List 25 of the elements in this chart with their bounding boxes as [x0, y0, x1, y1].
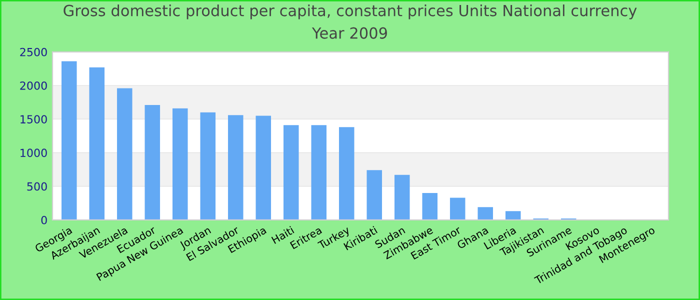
chart-subtitle: Year 2009 [312, 27, 387, 39]
y-tick-label: 2500 [20, 48, 47, 56]
bar [256, 116, 272, 220]
y-tick-label: 1000 [20, 148, 47, 158]
chart-title: Gross domestic product per capita, constant prices Units National currency [64, 4, 637, 20]
bar [62, 61, 77, 220]
bar [338, 127, 354, 220]
bar [228, 115, 244, 220]
bar [422, 193, 438, 220]
bar [117, 88, 132, 220]
y-tick-label: 0 [41, 216, 47, 224]
bar [89, 67, 105, 220]
bar [311, 125, 327, 220]
y-tick-label: 1500 [20, 115, 47, 124]
bar [394, 174, 410, 220]
y-tick-label: 2000 [20, 81, 47, 90]
bar [505, 211, 521, 220]
bar [172, 108, 188, 220]
bar [366, 170, 382, 220]
bar [478, 207, 493, 220]
y-tick-label: 500 [27, 182, 47, 191]
bar [450, 198, 466, 220]
bar [200, 112, 216, 220]
bar [144, 104, 160, 220]
bar [284, 125, 299, 220]
